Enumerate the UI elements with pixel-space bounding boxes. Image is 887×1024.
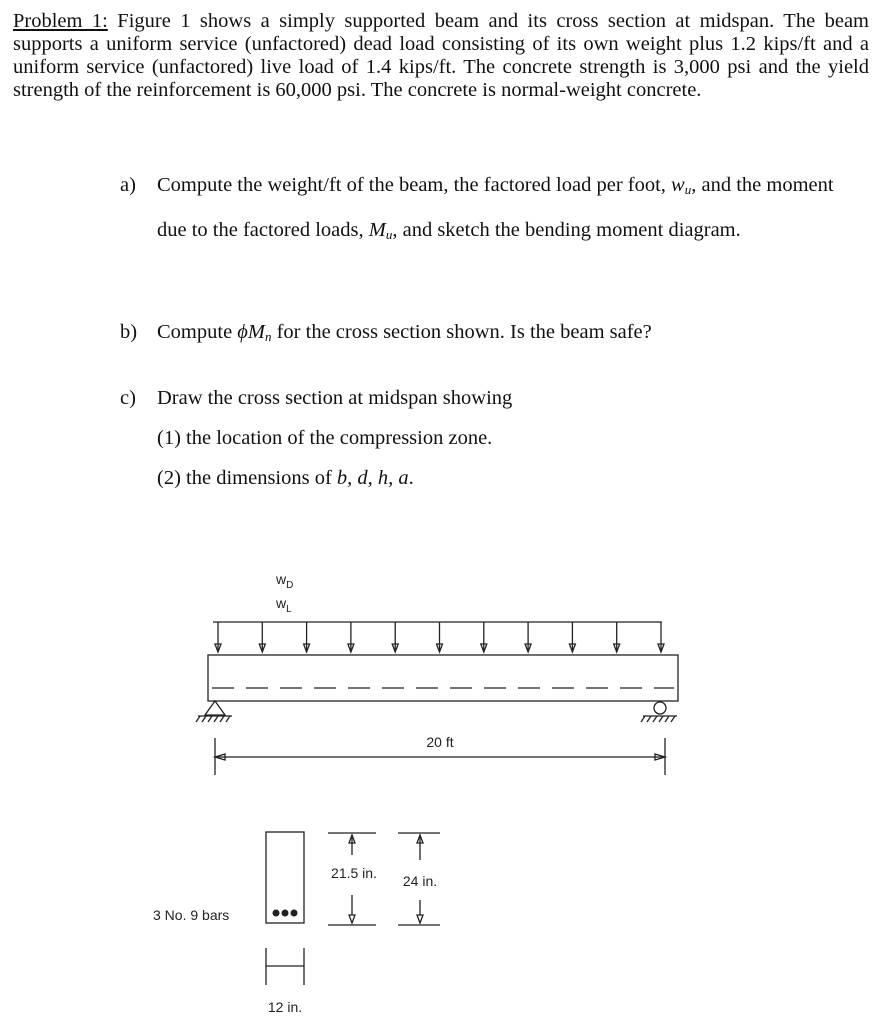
load-label: wD [275,571,293,591]
height-label: 24 in. [403,873,437,889]
arrow-head [479,643,488,654]
arrow-head [612,643,621,654]
hatch [213,715,219,723]
hatch [670,715,676,723]
text: . [408,467,414,489]
arrow-head [348,914,356,925]
arrow-head [258,643,267,654]
hatch [664,715,670,723]
part-label: c) [120,387,136,409]
sub-item: (1) the location of the compression zone… [157,418,860,458]
arrow-head [214,643,222,654]
problem-text: Figure 1 shows a simply supported beam a… [13,10,870,101]
hatch [658,715,664,723]
span-label: 20 ft [426,734,453,750]
symbol: w [671,174,685,196]
part-label: a) [120,174,136,196]
roller-support [653,701,667,715]
arrow-head [435,643,444,654]
beam [207,654,679,702]
bars-label: 3 No. 9 bars [153,907,229,923]
depth-label: 21.5 in. [331,865,377,881]
symbol: b, d, h, a [336,467,409,489]
subscript: u [385,227,393,242]
rebar [290,909,298,917]
arrow-head [416,914,424,925]
part-text: Draw the cross section at midspan showin… [157,387,513,409]
hatch [195,715,201,723]
arrow-head [657,643,665,654]
text: Compute the weight/ft of the beam, the f… [157,174,672,196]
text: (1) the location of the compression zone… [157,427,493,449]
hatch [640,715,646,723]
arrow-head [348,833,356,844]
part-a: a) Compute the weight/ft of the beam, th… [120,165,860,255]
hatch [201,715,207,723]
symbol: w [275,571,287,587]
hatch [219,715,225,723]
symbol: ϕM [237,321,265,343]
subscript: L [286,604,292,615]
subscript: u [684,182,692,197]
pin-support [203,699,227,716]
problem-statement: Problem 1: Figure 1 shows a simply suppo… [13,10,869,102]
part-text: Compute ϕMn for the cross section shown.… [157,312,860,357]
subscript: n [264,329,272,344]
arrow-head [568,643,577,654]
hatch [652,715,658,723]
symbol: w [275,595,287,611]
load-label: wL [275,595,292,615]
sub-item: (2) the dimensions of b, d, h, a. [157,458,860,498]
dim-arrows [212,753,668,761]
text: , and sketch the bending moment diagram. [392,219,741,241]
part-c: c) Draw the cross section at midspan sho… [120,378,860,498]
text: for the cross section shown. Is the beam… [271,321,652,343]
arrow-head [416,833,424,844]
width-label: 12 in. [268,999,302,1015]
symbol: M [368,219,386,241]
arrow-head [302,643,311,654]
arrow-head [346,643,355,654]
arrow-head [524,643,533,654]
problem-label: Problem 1: [13,10,108,32]
text: (2) the dimensions of [157,467,337,489]
hatch [225,715,231,723]
text: , and the moment due to the factored loa… [157,174,834,241]
part-label: b) [120,321,138,343]
text: Compute [157,321,238,343]
hatch [207,715,213,723]
part-b: b) Compute ϕMn for the cross section sho… [120,312,860,357]
rebar [272,909,280,917]
arrow-head [391,643,400,654]
hatch [646,715,652,723]
part-text: Compute the weight/ft of the beam, the f… [157,165,860,255]
subscript: D [286,580,293,591]
rebar [281,909,289,917]
cross-section [265,831,305,924]
